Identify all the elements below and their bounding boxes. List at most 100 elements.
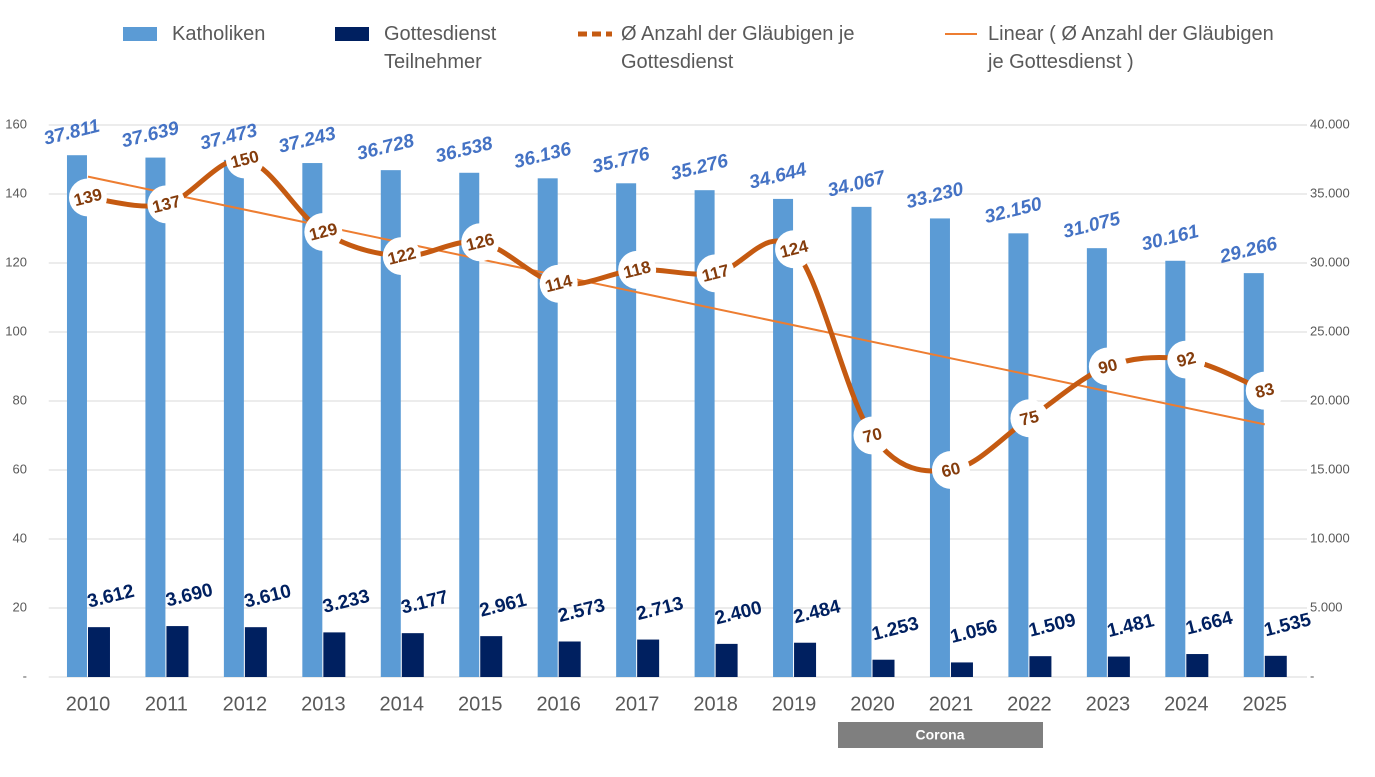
data-label: 32.150 xyxy=(983,194,1045,229)
bar xyxy=(616,183,637,677)
bar xyxy=(1086,248,1107,678)
x-tick-label: 2018 xyxy=(693,693,738,715)
y2-tick-label: 15.000 xyxy=(1310,461,1350,476)
data-label: 37.811 xyxy=(42,116,102,150)
legend-label: Gottesdienst Teilnehmer xyxy=(384,23,497,73)
legend-swatch xyxy=(123,27,157,41)
data-label: 31.075 xyxy=(1061,208,1123,243)
bar xyxy=(929,218,950,677)
x-tick-label: 2022 xyxy=(1007,693,1052,715)
data-label: 2.484 xyxy=(791,596,843,628)
data-label: 37.639 xyxy=(120,118,182,153)
bar xyxy=(715,643,738,677)
x-tick-label: 2010 xyxy=(66,693,111,715)
data-label: 3.233 xyxy=(321,586,372,618)
data-label: 36.538 xyxy=(433,133,495,168)
bar xyxy=(537,178,558,678)
bar xyxy=(773,198,794,678)
bar xyxy=(694,190,715,677)
legend-swatch xyxy=(335,27,369,41)
trendline xyxy=(87,175,1265,426)
bar xyxy=(302,163,323,677)
line xyxy=(87,156,1266,474)
x-tick-label: 2014 xyxy=(380,693,425,715)
bar xyxy=(1186,654,1209,677)
data-label: 75 xyxy=(1018,407,1041,430)
data-label: 90 xyxy=(1096,355,1119,378)
x-tick-label: 2017 xyxy=(615,693,660,715)
y-tick-label: 120 xyxy=(5,254,27,269)
x-tick-label: 2019 xyxy=(772,693,817,715)
data-label: 37.243 xyxy=(276,123,338,158)
data-label: 3.690 xyxy=(164,580,215,612)
label-bubble xyxy=(1088,347,1127,386)
y-tick-label: 60 xyxy=(13,461,27,476)
data-label: 34.644 xyxy=(747,159,809,194)
data-label: 92 xyxy=(1175,348,1198,371)
x-tick-label: 2020 xyxy=(850,693,895,715)
data-label: 70 xyxy=(861,424,884,447)
data-label: 2.961 xyxy=(478,590,530,622)
bar xyxy=(558,641,581,677)
x-tick-label: 2021 xyxy=(929,693,974,715)
x-tick-label: 2025 xyxy=(1243,693,1288,715)
y-tick-label: 40 xyxy=(13,530,27,545)
label-bubble xyxy=(68,178,107,217)
data-label: 34.067 xyxy=(826,167,889,202)
label-bubble xyxy=(618,250,657,289)
label-bubble xyxy=(147,185,186,224)
bar xyxy=(950,662,973,677)
bar xyxy=(1029,656,1052,677)
label-bubble xyxy=(775,230,814,269)
annotation-box xyxy=(838,722,1043,748)
bar xyxy=(1008,233,1029,677)
data-label: 3.177 xyxy=(399,587,450,619)
data-label: 1.535 xyxy=(1262,609,1314,641)
data-label: 83 xyxy=(1253,379,1276,402)
bar xyxy=(323,632,346,677)
legend-label: Ø Anzahl der Gläubigen je Gottesdienst xyxy=(621,23,855,73)
data-label: 1.056 xyxy=(948,616,999,648)
bar xyxy=(794,642,817,677)
bar xyxy=(1264,655,1287,677)
label-bubble xyxy=(304,212,343,251)
y-tick-label: 100 xyxy=(5,323,27,338)
x-tick-label: 2023 xyxy=(1086,693,1131,715)
bar xyxy=(1243,273,1264,677)
data-label: 36.728 xyxy=(355,130,417,165)
bar xyxy=(480,636,503,677)
bar xyxy=(459,172,480,677)
legend-label: Katholiken xyxy=(172,23,266,45)
bar xyxy=(637,639,660,677)
data-label: 36.136 xyxy=(512,139,574,174)
data-label: 1.509 xyxy=(1027,610,1078,642)
label-bubble xyxy=(696,254,735,293)
data-label: 2.400 xyxy=(713,597,764,629)
data-label: 35.776 xyxy=(590,144,652,179)
annotation: Corona xyxy=(916,727,965,743)
label-bubble xyxy=(461,223,500,262)
data-label: 60 xyxy=(939,458,962,481)
label-bubble xyxy=(1245,371,1284,410)
x-tick-label: 2016 xyxy=(536,693,581,715)
y2-tick-label: 5.000 xyxy=(1310,599,1343,614)
bar xyxy=(223,159,244,677)
data-label: 33.230 xyxy=(904,179,966,214)
x-tick-label: 2024 xyxy=(1164,693,1209,715)
data-label: 1.664 xyxy=(1184,608,1236,640)
y2-tick-label: 20.000 xyxy=(1310,392,1350,407)
bar xyxy=(1165,260,1186,677)
label-bubble xyxy=(382,237,421,276)
bar xyxy=(380,170,401,677)
x-tick-label: 2015 xyxy=(458,693,503,715)
data-label: 1.253 xyxy=(870,613,921,645)
y2-tick-label: - xyxy=(1310,668,1314,683)
y2-tick-label: 25.000 xyxy=(1310,323,1350,338)
x-tick-label: 2012 xyxy=(223,693,268,715)
bar xyxy=(166,626,189,677)
data-label: 35.276 xyxy=(669,150,731,185)
y2-tick-label: 35.000 xyxy=(1310,185,1350,200)
y-tick-label: 20 xyxy=(13,599,27,614)
